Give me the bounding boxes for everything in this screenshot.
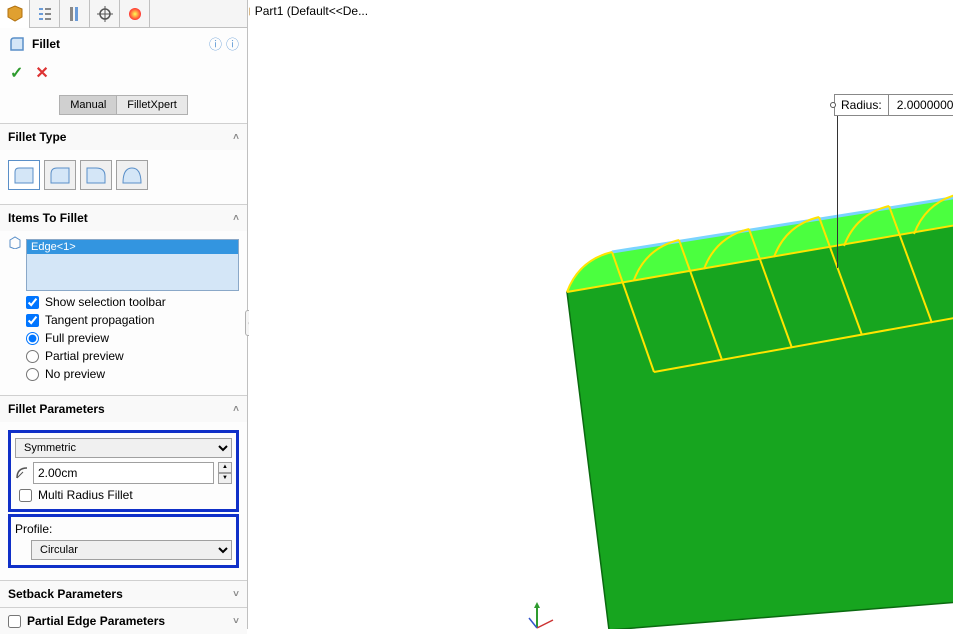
radio-no-preview[interactable] bbox=[26, 368, 39, 381]
section-title: Items To Fillet bbox=[8, 211, 88, 225]
section-title: Setback Parameters bbox=[8, 587, 123, 601]
feature-header: Fillet ⓘ ⓘ bbox=[0, 28, 247, 59]
section-title: Fillet Type bbox=[8, 130, 66, 144]
tree-tab-icon bbox=[36, 5, 54, 23]
section-params: Fillet Parameters ˄ Symmetric ▲▼ Multi R… bbox=[0, 395, 247, 580]
breadcrumb: ▶ Part1 (Default<<De... bbox=[249, 3, 368, 19]
tab-history[interactable] bbox=[60, 0, 90, 28]
accept-button[interactable]: ✓ bbox=[10, 63, 23, 83]
view-triad[interactable] bbox=[527, 600, 557, 629]
graphics-area[interactable]: ▶ Part1 (Default<<De... bbox=[249, 0, 953, 629]
profile-label: Profile: bbox=[15, 520, 232, 538]
spin-up[interactable]: ▲ bbox=[218, 462, 232, 473]
mode-row: Manual FilletXpert bbox=[0, 91, 247, 123]
tab-appearance[interactable] bbox=[120, 0, 150, 28]
appearance-tab-icon bbox=[126, 5, 144, 23]
section-fillet-type: Fillet Type ˄ bbox=[0, 123, 247, 204]
help-icon[interactable]: ⓘ bbox=[209, 34, 222, 53]
opt-full-preview: Full preview bbox=[26, 331, 239, 345]
chevron-up-icon: ˄ bbox=[233, 213, 239, 224]
edge-selection-list[interactable]: Edge<1> bbox=[26, 239, 239, 291]
opt-show-toolbar: Show selection toolbar bbox=[26, 295, 239, 309]
checkbox-show-toolbar[interactable] bbox=[26, 296, 39, 309]
tab-display[interactable] bbox=[90, 0, 120, 28]
opt-tangent: Tangent propagation bbox=[26, 313, 239, 327]
section-items: Items To Fillet ˄ Edge<1> Show selection… bbox=[0, 204, 247, 395]
symmetry-select[interactable]: Symmetric bbox=[15, 438, 232, 458]
fillet-type-face[interactable] bbox=[80, 160, 112, 190]
panel-tabstrip bbox=[0, 0, 247, 28]
fillet-type-full[interactable] bbox=[116, 160, 148, 190]
label-partial-preview: Partial preview bbox=[45, 349, 124, 363]
model-view[interactable] bbox=[539, 120, 953, 629]
fillet-type-row bbox=[8, 156, 239, 194]
display-tab-icon bbox=[96, 5, 114, 23]
opt-no-preview: No preview bbox=[26, 367, 239, 381]
chevron-up-icon: ˄ bbox=[233, 132, 239, 143]
list-item-edge1[interactable]: Edge<1> bbox=[27, 240, 238, 254]
fillet-variable-icon bbox=[48, 164, 72, 186]
callout-value[interactable]: 2.00000000cm bbox=[889, 95, 953, 115]
chevron-up-icon: ˄ bbox=[233, 404, 239, 415]
cancel-button[interactable]: ✕ bbox=[35, 63, 48, 83]
fillet-full-icon bbox=[120, 164, 144, 186]
history-tab-icon bbox=[66, 5, 84, 23]
mode-filletxpert-button[interactable]: FilletXpert bbox=[117, 95, 188, 115]
radio-full-preview[interactable] bbox=[26, 332, 39, 345]
checkbox-partial-edge[interactable] bbox=[8, 615, 21, 628]
section-header-params[interactable]: Fillet Parameters ˄ bbox=[0, 396, 247, 422]
radius-spinner[interactable]: ▲▼ bbox=[218, 462, 232, 484]
params-highlight-2: Profile: Circular bbox=[8, 514, 239, 568]
section-setback: Setback Parameters ˅ bbox=[0, 580, 247, 607]
feature-tab-icon bbox=[6, 5, 24, 23]
label-multi-radius: Multi Radius Fillet bbox=[38, 488, 133, 502]
checkbox-tangent[interactable] bbox=[26, 314, 39, 327]
edge-select-icon bbox=[8, 235, 22, 249]
radius-icon bbox=[15, 466, 29, 480]
radio-partial-preview[interactable] bbox=[26, 350, 39, 363]
feature-title: Fillet bbox=[32, 37, 205, 51]
tab-tree[interactable] bbox=[30, 0, 60, 28]
tab-feature[interactable] bbox=[0, 0, 30, 28]
opt-partial-preview: Partial preview bbox=[26, 349, 239, 363]
profile-select[interactable]: Circular bbox=[31, 540, 232, 560]
breadcrumb-part[interactable]: Part1 (Default<<De... bbox=[255, 4, 368, 18]
section-title: Partial Edge Parameters bbox=[27, 614, 165, 628]
fillet-icon bbox=[8, 35, 26, 53]
fillet-type-variable[interactable] bbox=[44, 160, 76, 190]
part-icon bbox=[249, 3, 251, 19]
label-tangent: Tangent propagation bbox=[45, 313, 154, 327]
section-partial-edge: Partial Edge Parameters ˅ bbox=[0, 607, 247, 634]
section-title: Fillet Parameters bbox=[8, 402, 105, 416]
mode-manual-button[interactable]: Manual bbox=[59, 95, 117, 115]
label-full-preview: Full preview bbox=[45, 331, 109, 345]
callout-leader bbox=[837, 113, 838, 268]
fillet-face-icon bbox=[84, 164, 108, 186]
section-header-partial-edge[interactable]: Partial Edge Parameters ˅ bbox=[0, 608, 247, 634]
section-header-setback[interactable]: Setback Parameters ˅ bbox=[0, 581, 247, 607]
fillet-constant-icon bbox=[12, 164, 36, 186]
help-icon-2[interactable]: ⓘ bbox=[226, 34, 239, 53]
checkbox-multi-radius[interactable] bbox=[19, 489, 32, 502]
radius-input[interactable] bbox=[33, 462, 214, 484]
spin-down[interactable]: ▼ bbox=[218, 473, 232, 484]
accept-row: ✓ ✕ bbox=[0, 59, 247, 91]
chevron-down-icon: ˅ bbox=[233, 616, 239, 627]
callout-label: Radius: bbox=[835, 95, 889, 115]
chevron-down-icon: ˅ bbox=[233, 589, 239, 600]
label-show-toolbar: Show selection toolbar bbox=[45, 295, 166, 309]
radius-callout[interactable]: Radius: 2.00000000cm bbox=[834, 94, 953, 116]
label-no-preview: No preview bbox=[45, 367, 105, 381]
fillet-type-constant[interactable] bbox=[8, 160, 40, 190]
property-panel: Fillet ⓘ ⓘ ✓ ✕ Manual FilletXpert Fillet… bbox=[0, 0, 248, 629]
section-header-fillet-type[interactable]: Fillet Type ˄ bbox=[0, 124, 247, 150]
params-highlight-1: Symmetric ▲▼ Multi Radius Fillet bbox=[8, 430, 239, 512]
section-header-items[interactable]: Items To Fillet ˄ bbox=[0, 205, 247, 231]
